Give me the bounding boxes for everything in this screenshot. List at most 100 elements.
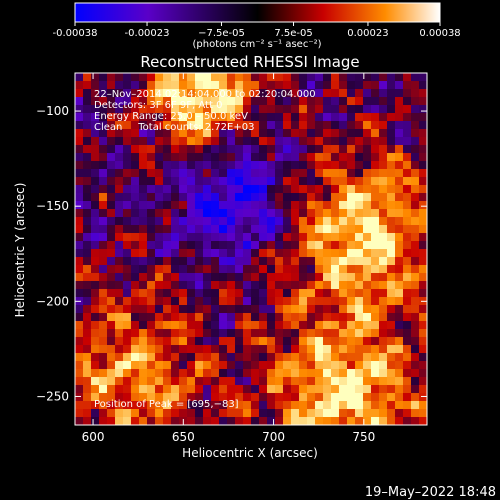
heatmap-cell bbox=[403, 385, 412, 394]
heatmap-cell bbox=[147, 329, 156, 338]
heatmap-cell bbox=[251, 289, 260, 298]
heatmap-cell bbox=[347, 137, 356, 146]
heatmap-cell bbox=[291, 297, 300, 306]
heatmap-cell bbox=[203, 217, 212, 226]
heatmap-cell bbox=[307, 313, 316, 322]
heatmap-cell bbox=[171, 153, 180, 162]
heatmap-cell bbox=[291, 169, 300, 178]
heatmap-cell bbox=[355, 185, 364, 194]
heatmap-cell bbox=[387, 321, 396, 330]
heatmap-cell bbox=[251, 281, 260, 290]
heatmap-cell bbox=[387, 129, 396, 138]
heatmap-cell bbox=[395, 209, 404, 218]
heatmap-cell bbox=[379, 337, 388, 346]
heatmap-cell bbox=[91, 129, 100, 138]
heatmap-cell bbox=[219, 385, 228, 394]
heatmap-cell bbox=[379, 361, 388, 370]
heatmap-cell bbox=[371, 145, 380, 154]
heatmap-cell bbox=[179, 353, 188, 362]
heatmap-cell bbox=[371, 305, 380, 314]
heatmap-cell bbox=[323, 137, 332, 146]
heatmap-cell bbox=[219, 161, 228, 170]
heatmap-cell bbox=[187, 369, 196, 378]
heatmap-cell bbox=[371, 273, 380, 282]
heatmap-cell bbox=[411, 321, 420, 330]
heatmap-cell bbox=[307, 193, 316, 202]
heatmap-cell bbox=[251, 409, 260, 418]
heatmap-cell bbox=[411, 121, 420, 130]
heatmap-cell bbox=[395, 257, 404, 266]
heatmap-cell bbox=[235, 265, 244, 274]
heatmap-cell bbox=[99, 217, 108, 226]
heatmap-cell bbox=[187, 385, 196, 394]
heatmap-cell bbox=[235, 121, 244, 130]
heatmap-cell bbox=[267, 273, 276, 282]
heatmap-cell bbox=[195, 329, 204, 338]
heatmap-cell bbox=[139, 249, 148, 258]
heatmap-cell bbox=[91, 313, 100, 322]
heatmap-cell bbox=[107, 385, 116, 394]
heatmap-cell bbox=[107, 129, 116, 138]
heatmap-cell bbox=[395, 369, 404, 378]
heatmap-cell bbox=[91, 385, 100, 394]
heatmap-cell bbox=[411, 97, 420, 106]
heatmap-cell bbox=[371, 377, 380, 386]
heatmap-cell bbox=[155, 89, 164, 98]
heatmap-cell bbox=[283, 169, 292, 178]
heatmap-cell bbox=[115, 185, 124, 194]
heatmap-cell bbox=[115, 97, 124, 106]
heatmap-cell bbox=[339, 129, 348, 138]
heatmap-cell bbox=[139, 401, 148, 410]
heatmap-cell bbox=[347, 177, 356, 186]
heatmap-cell bbox=[115, 393, 124, 402]
heatmap-cell bbox=[219, 105, 228, 114]
heatmap-cell bbox=[339, 345, 348, 354]
heatmap-cell bbox=[235, 113, 244, 122]
heatmap-cell bbox=[387, 409, 396, 418]
heatmap-cell bbox=[267, 313, 276, 322]
heatmap-cell bbox=[315, 161, 324, 170]
heatmap-cell bbox=[99, 313, 108, 322]
heatmap-cell bbox=[211, 337, 220, 346]
heatmap-cell bbox=[307, 233, 316, 242]
heatmap-cell bbox=[331, 161, 340, 170]
heatmap-cell bbox=[299, 97, 308, 106]
heatmap-cell bbox=[419, 145, 427, 154]
heatmap-cell bbox=[187, 281, 196, 290]
heatmap-cell bbox=[211, 73, 220, 82]
heatmap-cell bbox=[387, 105, 396, 114]
heatmap-cell bbox=[307, 345, 316, 354]
heatmap-cell bbox=[147, 313, 156, 322]
heatmap-cell bbox=[227, 161, 236, 170]
heatmap-cell bbox=[195, 241, 204, 250]
heatmap-cell bbox=[419, 321, 427, 330]
heatmap-cell bbox=[91, 97, 100, 106]
heatmap-cell bbox=[219, 369, 228, 378]
heatmap-cell bbox=[379, 273, 388, 282]
heatmap-cell bbox=[139, 161, 148, 170]
heatmap-cell bbox=[123, 105, 132, 114]
heatmap-cell bbox=[211, 409, 220, 418]
heatmap-cell bbox=[403, 369, 412, 378]
heatmap-cell bbox=[275, 369, 284, 378]
heatmap-cell bbox=[123, 289, 132, 298]
heatmap-cell bbox=[235, 225, 244, 234]
heatmap-cell bbox=[323, 105, 332, 114]
heatmap-cell bbox=[259, 177, 268, 186]
heatmap-cell bbox=[259, 209, 268, 218]
heatmap-cell bbox=[371, 241, 380, 250]
heatmap-cell bbox=[419, 105, 427, 114]
heatmap-cell bbox=[195, 409, 204, 418]
heatmap-cell bbox=[299, 209, 308, 218]
heatmap-cell bbox=[307, 385, 316, 394]
annotation-clean-counts: Clean Total counts: 2.72E+03 bbox=[94, 122, 254, 133]
heatmap-cell bbox=[235, 377, 244, 386]
heatmap-cell bbox=[355, 129, 364, 138]
heatmap-cell bbox=[371, 257, 380, 266]
heatmap-cell bbox=[347, 305, 356, 314]
heatmap-cell bbox=[323, 337, 332, 346]
heatmap-cell bbox=[419, 417, 427, 425]
heatmap-cell bbox=[275, 89, 284, 98]
heatmap-cell bbox=[171, 73, 180, 82]
heatmap-cell bbox=[267, 105, 276, 114]
